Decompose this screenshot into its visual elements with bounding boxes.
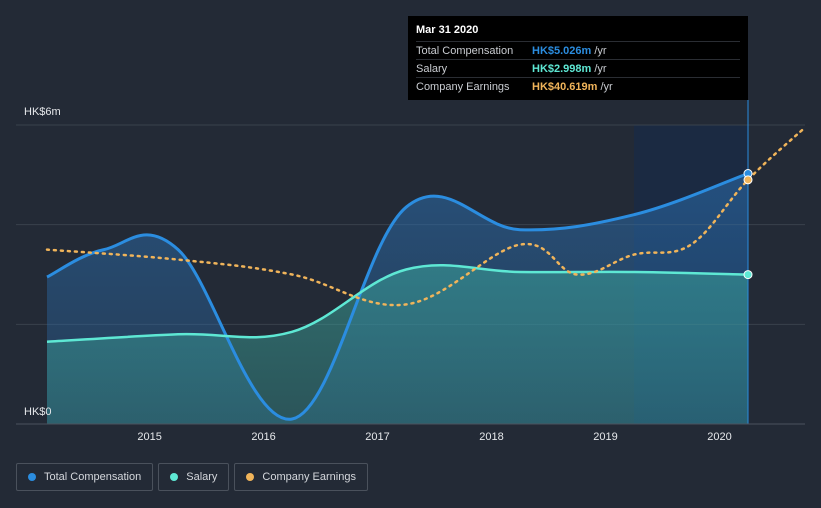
tooltip-title: Mar 31 2020 <box>416 24 479 36</box>
tooltip-value: HK$5.026m <box>532 44 592 57</box>
y-tick-label-max: HK$6m <box>24 106 61 118</box>
tooltip: Mar 31 2020 Total Compensation HK$5.026m… <box>408 16 748 100</box>
tooltip-unit: /yr <box>594 44 607 57</box>
legend-item-company-earnings[interactable]: Company Earnings <box>234 463 368 491</box>
legend-dot-icon <box>28 473 36 481</box>
tooltip-row: Total Compensation HK$5.026m /yr <box>416 41 740 59</box>
legend-item-salary[interactable]: Salary <box>158 463 230 491</box>
legend-label: Company Earnings <box>262 471 356 483</box>
x-tick-label: 2017 <box>365 431 390 443</box>
x-tick-label: 2019 <box>593 431 618 443</box>
x-tick-label: 2015 <box>137 431 162 443</box>
tooltip-label: Total Compensation <box>416 44 514 57</box>
tooltip-label: Company Earnings <box>416 80 510 93</box>
salary-area <box>47 265 748 424</box>
marker-salary <box>743 270 753 280</box>
legend-dot-icon <box>246 473 255 481</box>
salary-line <box>46 264 749 344</box>
legend: Total Compensation Salary Company Earnin… <box>16 463 368 491</box>
tooltip-row: Company Earnings HK$40.619m /yr <box>416 77 740 95</box>
marker-company-earnings <box>743 175 753 185</box>
y-tick-label-min: HK$0 <box>24 406 52 418</box>
legend-label: Total Compensation <box>44 471 142 483</box>
company-earnings-line <box>45 126 807 307</box>
tooltip-unit: /yr <box>600 80 613 93</box>
tooltip-label: Salary <box>416 62 448 75</box>
tooltip-value: HK$2.998m <box>532 62 592 75</box>
x-tick-label: 2016 <box>251 431 276 443</box>
tooltip-row: Salary HK$2.998m /yr <box>416 59 740 77</box>
legend-item-total-compensation[interactable]: Total Compensation <box>16 463 154 491</box>
legend-label: Salary <box>186 471 218 483</box>
x-tick-label: 2020 <box>707 431 732 443</box>
legend-dot-icon <box>170 473 179 481</box>
total-compensation-line <box>46 172 749 421</box>
tooltip-unit: /yr <box>594 62 607 75</box>
tooltip-value: HK$40.619m <box>532 80 598 93</box>
x-tick-label: 2018 <box>479 431 504 443</box>
